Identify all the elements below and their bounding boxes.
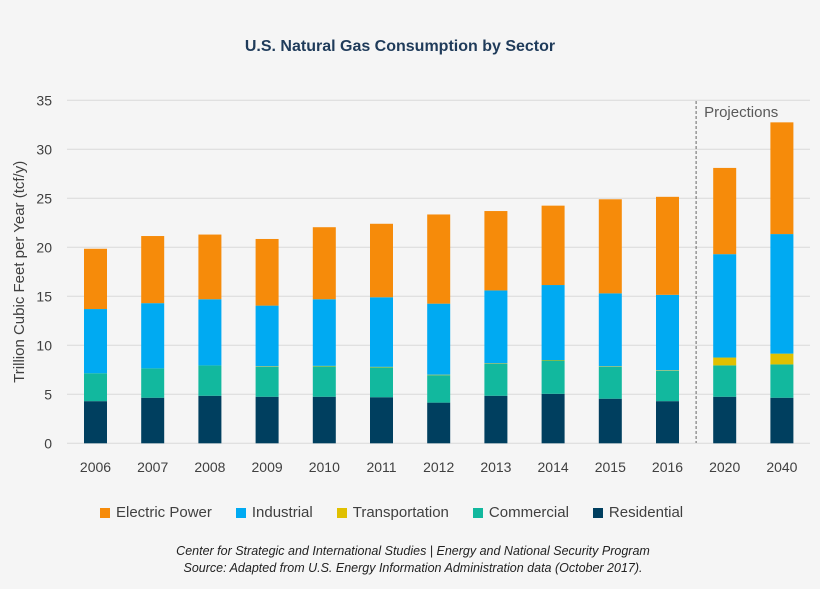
- legend-label: Industrial: [251, 504, 313, 521]
- bar-electric-power: [427, 214, 451, 304]
- bar-residential: [656, 401, 679, 444]
- bar-residential: [84, 401, 107, 444]
- bar-industrial: [370, 297, 393, 367]
- bar-residential: [770, 397, 794, 444]
- bar-electric-power: [770, 122, 794, 235]
- bar-residential: [541, 393, 565, 444]
- bar-commercial: [598, 366, 622, 399]
- y-tick-label: 5: [44, 386, 52, 402]
- bar-commercial: [427, 375, 451, 403]
- bar-residential: [484, 395, 508, 444]
- bar-transportation: [770, 353, 794, 365]
- x-tick-label: 2012: [423, 459, 454, 475]
- bar-electric-power: [370, 223, 393, 298]
- y-tick-label: 0: [44, 435, 52, 451]
- bar-commercial: [198, 365, 222, 396]
- legend: Electric Power Industrial Transportation Co…: [100, 504, 707, 521]
- legend-item: Transportation: [336, 504, 449, 521]
- x-tick-label: 2040: [766, 459, 797, 475]
- x-tick-label: 2011: [366, 459, 396, 475]
- x-tick-label: 2016: [652, 459, 683, 475]
- bar-electric-power: [198, 234, 222, 300]
- bar-residential: [255, 396, 279, 444]
- x-tick-label: 2013: [480, 459, 511, 475]
- bar-commercial: [770, 364, 794, 398]
- bar-residential: [713, 396, 737, 444]
- y-tick-label: 35: [36, 92, 52, 108]
- bar-industrial: [427, 303, 451, 375]
- bar-industrial: [255, 305, 279, 367]
- bar-commercial: [255, 366, 279, 397]
- bar-industrial: [312, 299, 336, 366]
- x-tick-label: 2009: [252, 459, 283, 475]
- y-tick-label: 30: [36, 141, 52, 157]
- legend-swatch: [235, 507, 246, 518]
- bar-residential: [598, 398, 622, 444]
- y-tick-label: 25: [36, 190, 52, 206]
- bar-commercial: [484, 363, 508, 396]
- bar-electric-power: [656, 196, 679, 295]
- bar-industrial: [770, 234, 794, 354]
- chart: 0 5 10 15 20 25 30 35 Trillion Cubic Feet per Ye…: [11, 92, 810, 475]
- bar-industrial: [656, 294, 679, 371]
- bar-electric-power: [84, 248, 107, 310]
- y-tick-label: 20: [36, 239, 52, 255]
- legend-label: Residential: [608, 504, 684, 521]
- bar-electric-power: [141, 236, 165, 304]
- bar-industrial: [541, 285, 565, 360]
- bar-commercial: [312, 366, 336, 397]
- x-tick-label: 2006: [80, 459, 111, 475]
- x-tick-label: 2014: [538, 459, 569, 475]
- x-tick-label: 2008: [194, 459, 225, 475]
- y-axis-label: Trillion Cubic Feet per Year (tcf/y): [11, 161, 28, 383]
- bar-transportation: [713, 357, 737, 366]
- bar-commercial: [541, 360, 565, 394]
- bar-industrial: [484, 290, 508, 364]
- footer-credit: Center for Strategic and International S…: [176, 544, 650, 558]
- bar-electric-power: [255, 238, 279, 306]
- bar-industrial: [141, 303, 165, 369]
- bar-industrial: [84, 309, 107, 374]
- bar-residential: [427, 402, 451, 444]
- legend-item: Electric Power: [100, 504, 212, 521]
- bar-commercial: [84, 373, 107, 402]
- projections-label: Projections: [704, 104, 778, 121]
- bar-commercial: [141, 368, 165, 398]
- bar-commercial: [713, 365, 737, 397]
- legend-label: Transportation: [352, 504, 449, 521]
- legend-swatch: [336, 507, 347, 518]
- bar-residential: [370, 397, 393, 444]
- y-tick-label: 15: [36, 288, 52, 304]
- x-tick-label: 2007: [137, 459, 168, 475]
- bar-commercial: [656, 370, 679, 402]
- bar-electric-power: [541, 205, 565, 286]
- bar-industrial: [713, 254, 737, 358]
- bar-industrial: [598, 293, 622, 367]
- bar-commercial: [370, 367, 393, 398]
- y-tick-label: 10: [36, 337, 52, 353]
- bar-residential: [141, 397, 165, 444]
- bar-electric-power: [484, 211, 508, 291]
- legend-swatch: [472, 507, 483, 518]
- legend-item: Industrial: [235, 504, 313, 521]
- x-tick-label: 2020: [709, 459, 740, 475]
- bar-electric-power: [598, 199, 622, 294]
- bar-electric-power: [312, 227, 336, 300]
- legend-label: Electric Power: [116, 504, 212, 521]
- x-tick-label: 2010: [309, 459, 340, 475]
- bar-industrial: [198, 299, 222, 366]
- legend-swatch: [592, 507, 603, 518]
- chart-title: U.S. Natural Gas Consumption by Sector: [244, 38, 556, 55]
- footer-source: Source: Adapted from U.S. Energy Informa…: [183, 561, 643, 575]
- bar-residential: [198, 395, 222, 444]
- x-tick-label: 2015: [595, 459, 626, 475]
- legend-label: Commercial: [488, 504, 569, 521]
- legend-item: Residential: [592, 504, 684, 521]
- legend-item: Commercial: [472, 504, 569, 521]
- bar-residential: [312, 396, 336, 444]
- legend-swatch: [100, 507, 110, 518]
- bar-electric-power: [713, 167, 737, 255]
